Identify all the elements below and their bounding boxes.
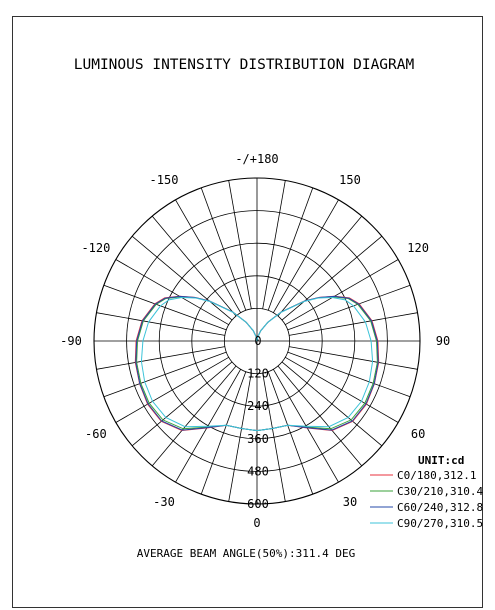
grid-spoke — [228, 180, 252, 309]
grid-spoke — [285, 259, 399, 326]
grid-spoke — [151, 215, 237, 317]
legend-entry: C60/240,312.8 — [397, 501, 483, 514]
grid-spoke — [96, 312, 225, 336]
grid-spoke — [115, 356, 229, 423]
angle-tick-label: -30 — [153, 495, 175, 509]
angle-tick-label: 30 — [343, 495, 357, 509]
angle-tick-label: -120 — [81, 241, 110, 255]
angle-tick-label: -150 — [150, 173, 179, 187]
grid-spoke — [103, 351, 227, 398]
angle-tick-label: 150 — [339, 173, 361, 187]
grid-spoke — [103, 284, 227, 331]
average-beam-angle-text: AVERAGE BEAM ANGLE(50%):311.4 DEG — [137, 547, 356, 560]
grid-spoke — [131, 361, 233, 447]
series-layer — [134, 295, 380, 432]
grid-spoke — [285, 356, 399, 423]
grid-spoke — [200, 187, 247, 311]
angle-tick-label: 0 — [253, 516, 260, 530]
grid-spoke — [175, 199, 242, 313]
grid-spoke — [200, 371, 247, 495]
radial-tick-label: 0 — [254, 334, 261, 348]
radial-tick-labels: 0 120 240 360 480 600 — [247, 334, 269, 511]
grid-spoke — [277, 215, 363, 317]
grid-spoke — [96, 346, 225, 370]
angle-tick-label: 60 — [411, 427, 425, 441]
grid-spoke — [262, 180, 286, 309]
grid-spoke — [277, 365, 363, 467]
angle-tick-label: 90 — [436, 334, 450, 348]
grid-spoke — [287, 351, 411, 398]
chart-title: LUMINOUS INTENSITY DISTRIBUTION DIAGRAM — [74, 57, 415, 73]
angle-tick-label: -/+180 — [235, 152, 278, 166]
angle-tick-label: -60 — [85, 427, 107, 441]
angle-tick-label: -90 — [60, 334, 82, 348]
grid-spoke — [228, 373, 252, 502]
legend-entry: C90/270,310.5 — [397, 517, 483, 530]
grid-spoke — [262, 373, 286, 502]
grid-spoke — [281, 361, 383, 447]
grid-spoke — [267, 187, 314, 311]
diagram-frame — [12, 16, 483, 608]
radial-tick-label: 240 — [247, 399, 269, 413]
polar-grid — [93, 177, 421, 505]
grid-spoke — [289, 312, 418, 336]
radial-tick-label: 480 — [247, 464, 269, 478]
grid-spoke — [289, 346, 418, 370]
legend-unit-label: UNIT:cd — [418, 454, 464, 467]
legend-entry: C0/180,312.1 — [397, 469, 476, 482]
grid-spoke — [131, 235, 233, 321]
grid-spoke — [272, 199, 339, 313]
grid-spoke — [281, 235, 383, 321]
grid-spoke — [287, 284, 411, 331]
legend-entry: C30/210,310.4 — [397, 485, 483, 498]
radial-tick-label: 600 — [247, 497, 269, 511]
radial-tick-label: 120 — [247, 367, 269, 381]
grid-spoke — [151, 365, 237, 467]
grid-spoke — [267, 371, 314, 495]
series-curve — [140, 296, 374, 432]
angle-tick-label: 120 — [407, 241, 429, 255]
angle-tick-labels: -/+180 150 -150 120 -120 90 -90 60 -60 30 -30 0 — [60, 152, 450, 530]
radial-tick-label: 360 — [247, 432, 269, 446]
grid-spoke — [115, 259, 229, 326]
legend: UNIT:cd C0/180,312.1 C30/210,310.4 C60/240… — [370, 454, 483, 530]
